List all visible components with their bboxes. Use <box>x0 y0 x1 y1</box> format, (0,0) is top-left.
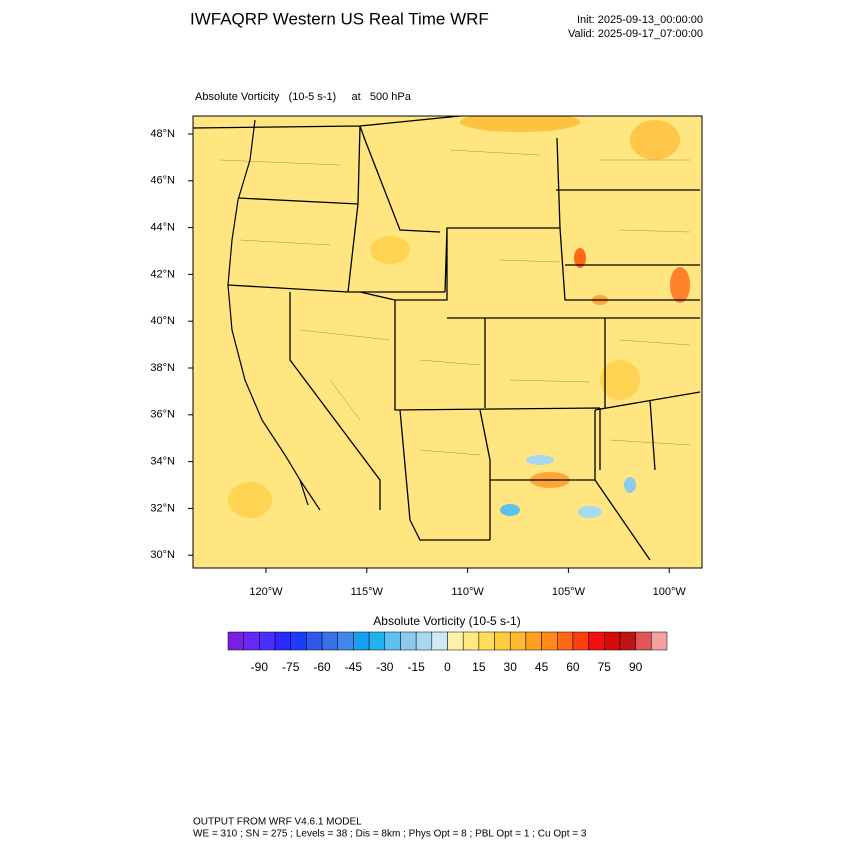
lat-label: 36°N <box>150 409 175 421</box>
colorbar-box <box>368 631 386 651</box>
lat-label: 46°N <box>150 175 175 187</box>
colorbar-title: Absolute Vorticity (10-5 s-1) <box>373 614 520 628</box>
colorbar-box <box>635 631 652 651</box>
colorbar-label: 90 <box>629 660 643 674</box>
colorbar-box <box>353 631 370 651</box>
lon-label: 120°W <box>249 586 283 598</box>
title: IWFAQRP Western US Real Time WRF <box>190 9 489 28</box>
colorbar-label: -60 <box>313 660 331 674</box>
colorbar-box <box>525 631 542 651</box>
colorbar-label: 30 <box>504 660 518 674</box>
colorbar-label: 0 <box>444 660 451 674</box>
colorbar-box <box>431 631 448 651</box>
colorbar-box <box>274 631 291 651</box>
colorbar-label: -15 <box>407 660 425 674</box>
colorbar-box <box>447 631 464 651</box>
colorbar-box <box>259 631 276 651</box>
lat-label: 40°N <box>150 315 175 327</box>
lat-label: 48°N <box>150 128 175 140</box>
colorbar-box <box>604 631 621 651</box>
lat-label: 42°N <box>150 268 175 280</box>
footer-line: OUTPUT FROM WRF V4.6.1 MODEL <box>193 817 362 828</box>
colorbar-label: -75 <box>282 660 300 674</box>
lon-label: 105°W <box>552 586 586 598</box>
colorbar-label: -45 <box>345 660 363 674</box>
map <box>192 115 703 569</box>
colorbar-box <box>243 631 260 651</box>
colorbar-box <box>619 631 636 651</box>
map-subtitle: Absolute Vorticity (10-5 s-1) at 500 hPa <box>195 91 412 103</box>
colorbar-box <box>227 631 244 651</box>
init-time: Init: 2025-09-13_00:00:00 <box>577 14 703 26</box>
lon-label: 110°W <box>451 586 484 598</box>
colorbar-box <box>541 631 558 651</box>
colorbar-box <box>588 631 605 651</box>
colorbar-box <box>400 631 417 651</box>
lon-label: 115°W <box>351 586 384 598</box>
colorbar-box <box>306 631 323 651</box>
colorbar-label: 45 <box>535 660 549 674</box>
colorbar-label: 15 <box>472 660 486 674</box>
colorbar-label: -90 <box>251 660 269 674</box>
colorbar-box <box>462 631 480 651</box>
colorbar-box <box>337 631 354 651</box>
colorbar-box <box>384 631 401 651</box>
colorbar-box <box>651 631 668 651</box>
valid-time: Valid: 2025-09-17_07:00:00 <box>568 28 703 40</box>
colorbar-box <box>494 631 511 651</box>
colorbar-box <box>321 631 339 651</box>
colorbar-box <box>290 631 307 651</box>
colorbar-label: 60 <box>566 660 580 674</box>
footer-line: WE = 310 ; SN = 275 ; Levels = 38 ; Dis … <box>193 829 587 840</box>
lat-label: 32°N <box>150 502 175 514</box>
colorbar-box <box>478 631 495 651</box>
lon-label: 100°W <box>653 586 687 598</box>
colorbar-box <box>509 631 527 651</box>
lat-label: 30°N <box>150 549 175 561</box>
lat-label: 44°N <box>150 222 175 234</box>
lat-label: 34°N <box>150 456 175 468</box>
colorbar-label: 75 <box>598 660 612 674</box>
lat-label: 38°N <box>150 362 175 374</box>
colorbar-box <box>572 631 589 651</box>
colorbar-box <box>557 631 574 651</box>
colorbar-box <box>415 631 433 651</box>
colorbar-label: -30 <box>376 660 394 674</box>
